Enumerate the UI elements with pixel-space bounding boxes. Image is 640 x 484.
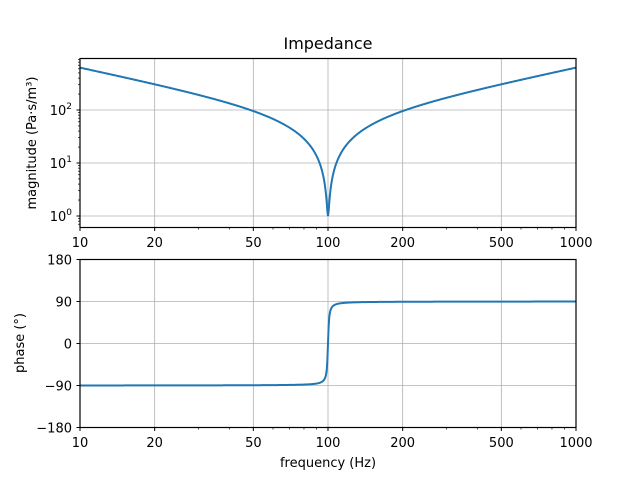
svg-text:100: 100 [316,236,341,251]
svg-text:0: 0 [64,338,72,353]
svg-text:500: 500 [489,436,514,451]
svg-text:101: 101 [50,155,72,172]
svg-text:1000: 1000 [559,236,592,251]
magnitude-grid [79,58,577,228]
chart-title: Impedance [283,34,372,53]
svg-text:500: 500 [489,236,514,251]
svg-text:1000: 1000 [559,436,592,451]
svg-text:200: 200 [390,236,415,251]
svg-text:90: 90 [55,296,72,311]
svg-text:50: 50 [245,436,262,451]
svg-text:10: 10 [72,236,89,251]
svg-text:100: 100 [316,436,341,451]
magnitude-ticks: 10 20 50 100 200 500 1000 100 101 102 [50,59,593,251]
svg-text:180: 180 [47,254,72,269]
magnitude-axes: 10 20 50 100 200 500 1000 100 101 102 magnitude (… [25,57,593,251]
magnitude-line [79,66,577,217]
svg-text:100: 100 [50,208,73,225]
magnitude-ylabel: magnitude (Pa·s/m³) [25,77,40,210]
phase-ylabel: phase (°) [13,313,28,373]
phase-line [80,300,576,387]
svg-text:50: 50 [245,236,262,251]
svg-text:−90: −90 [45,380,72,395]
svg-text:−180: −180 [36,422,72,437]
svg-text:102: 102 [50,102,72,119]
svg-text:10: 10 [72,436,89,451]
svg-text:20: 20 [146,236,163,251]
phase-ticks: 10 20 50 100 200 500 1000 180 90 0 −90 −180 [36,254,592,452]
svg-text:20: 20 [146,436,163,451]
frequency-xlabel: frequency (Hz) [280,456,376,471]
svg-text:200: 200 [390,436,415,451]
phase-axes: 10 20 50 100 200 500 1000 180 90 0 −90 −180 phase (… [13,254,593,472]
